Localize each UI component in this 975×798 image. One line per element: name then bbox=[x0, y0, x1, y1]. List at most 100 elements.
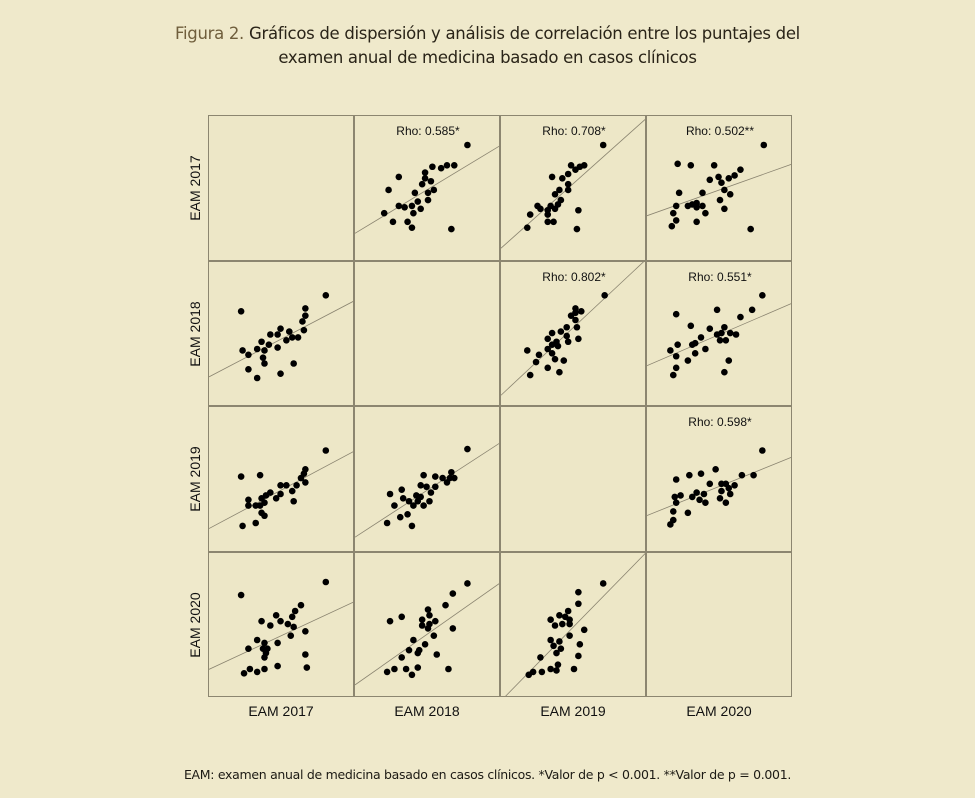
data-point bbox=[385, 186, 392, 194]
data-point bbox=[544, 206, 552, 214]
data-point bbox=[706, 176, 714, 184]
data-point bbox=[414, 497, 422, 505]
data-point bbox=[253, 345, 261, 352]
data-point bbox=[544, 335, 552, 342]
data-point bbox=[383, 519, 391, 527]
data-point bbox=[715, 173, 722, 181]
data-point bbox=[725, 356, 733, 364]
data-point bbox=[302, 650, 309, 658]
data-point bbox=[687, 162, 695, 169]
data-point bbox=[550, 642, 557, 649]
data-point bbox=[706, 480, 714, 488]
data-point bbox=[726, 490, 734, 498]
data-point bbox=[293, 482, 300, 489]
data-point bbox=[559, 620, 566, 627]
data-point bbox=[576, 640, 584, 648]
data-point bbox=[302, 627, 309, 635]
data-point bbox=[567, 162, 575, 169]
data-point bbox=[288, 333, 296, 341]
data-point bbox=[570, 665, 578, 672]
title-line-1: Gráficos de dispersión y análisis de cor… bbox=[248, 24, 800, 43]
data-point bbox=[261, 653, 268, 661]
panel-1-3: Rho: 0.551* bbox=[646, 260, 792, 406]
data-point bbox=[291, 607, 299, 614]
panel-plot bbox=[647, 141, 791, 233]
data-point bbox=[722, 499, 730, 506]
data-point bbox=[697, 470, 705, 477]
panel-0-3: Rho: 0.502** bbox=[646, 115, 792, 261]
data-point bbox=[731, 482, 738, 489]
data-point bbox=[402, 665, 410, 672]
data-point bbox=[713, 330, 721, 338]
data-point bbox=[426, 611, 433, 619]
data-point bbox=[300, 326, 308, 333]
data-point bbox=[547, 615, 554, 623]
data-point bbox=[297, 474, 305, 482]
regression-line bbox=[209, 300, 353, 377]
x-label-eam-2018: EAM 2018 bbox=[394, 703, 460, 719]
regression-line bbox=[355, 145, 499, 234]
data-point bbox=[433, 650, 441, 658]
data-point bbox=[302, 311, 309, 319]
scatter-matrix: Rho: 0.585* Rho: 0.708* Rho: 0.502** Rho: 0… bbox=[208, 115, 792, 697]
regression-line bbox=[647, 163, 791, 217]
data-point bbox=[677, 492, 684, 499]
regression-line bbox=[355, 582, 499, 685]
y-label-eam-2017: EAM 2017 bbox=[187, 155, 203, 221]
data-point bbox=[464, 579, 471, 587]
data-point bbox=[283, 482, 290, 489]
data-point bbox=[237, 591, 245, 598]
data-point bbox=[411, 189, 419, 197]
data-point bbox=[426, 497, 433, 505]
data-point bbox=[726, 329, 734, 336]
data-point bbox=[389, 218, 397, 226]
data-point bbox=[535, 351, 543, 358]
data-point bbox=[580, 626, 588, 633]
data-point bbox=[274, 639, 281, 646]
data-point bbox=[246, 665, 254, 672]
data-point bbox=[721, 323, 728, 331]
panel-0-2: Rho: 0.708* bbox=[500, 115, 646, 261]
data-point bbox=[464, 445, 471, 453]
x-label-eam-2019: EAM 2019 bbox=[540, 703, 606, 719]
x-label-eam-2020: EAM 2020 bbox=[686, 703, 752, 719]
data-point bbox=[239, 522, 246, 530]
data-point bbox=[672, 352, 680, 360]
data-point bbox=[261, 512, 268, 520]
panel-2-2 bbox=[500, 406, 646, 552]
data-point bbox=[302, 304, 309, 312]
data-point bbox=[245, 502, 252, 509]
data-point bbox=[747, 225, 754, 233]
data-point bbox=[544, 345, 552, 352]
figure-title: Figura 2. Gráficos de dispersión y análi… bbox=[0, 22, 975, 70]
data-point bbox=[432, 617, 439, 624]
data-point bbox=[702, 345, 709, 352]
data-point bbox=[443, 162, 451, 169]
data-point bbox=[672, 364, 680, 371]
data-point bbox=[572, 316, 579, 323]
panel-plot bbox=[647, 447, 791, 528]
data-point bbox=[410, 209, 417, 217]
data-point bbox=[556, 611, 563, 619]
data-point bbox=[410, 502, 417, 509]
data-point bbox=[731, 172, 738, 179]
data-point bbox=[290, 497, 297, 505]
data-point bbox=[417, 205, 424, 213]
data-point bbox=[699, 189, 706, 197]
data-point bbox=[537, 653, 544, 661]
panel-3-1 bbox=[354, 551, 500, 697]
data-point bbox=[699, 202, 706, 210]
panel-plot bbox=[504, 552, 645, 697]
data-point bbox=[573, 323, 581, 331]
panel-2-0 bbox=[208, 406, 354, 552]
data-point bbox=[548, 349, 556, 357]
data-point bbox=[556, 637, 563, 645]
data-point bbox=[601, 291, 608, 299]
data-point bbox=[526, 371, 534, 378]
panel-plot bbox=[209, 447, 353, 530]
data-point bbox=[430, 186, 438, 194]
data-point bbox=[290, 359, 297, 367]
data-point bbox=[669, 508, 677, 515]
data-point bbox=[674, 160, 681, 168]
panel-3-2 bbox=[500, 551, 646, 697]
